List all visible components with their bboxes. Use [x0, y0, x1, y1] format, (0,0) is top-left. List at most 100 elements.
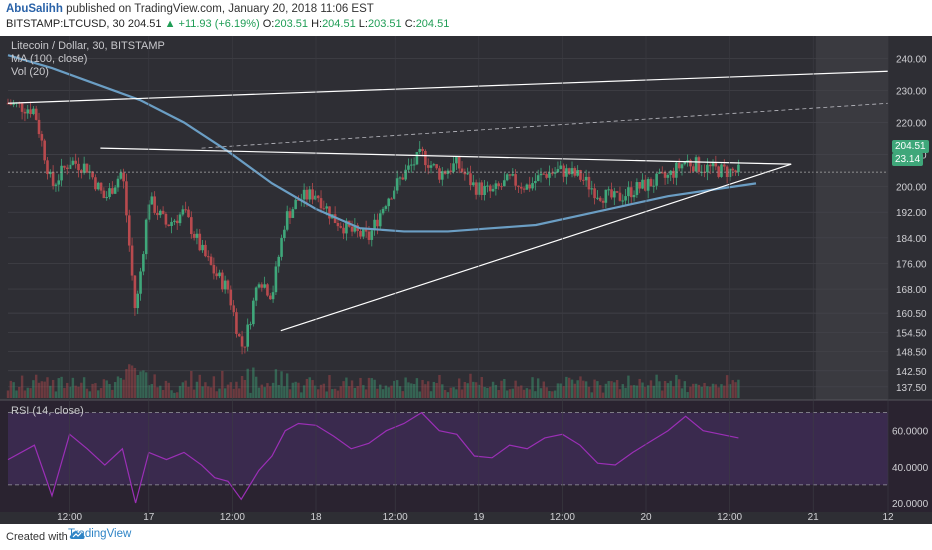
tradingview-brand[interactable]: TradingView	[68, 528, 131, 540]
candle-body	[545, 174, 548, 178]
candle-body	[51, 171, 55, 186]
candle-body	[268, 295, 272, 300]
candle-body	[113, 187, 117, 194]
volume-bar	[291, 382, 295, 398]
candle-body	[503, 180, 506, 187]
price-tick-label: 240.00	[896, 54, 927, 65]
volume-bar	[122, 379, 125, 398]
volume-bar	[49, 385, 52, 398]
volume-bar	[6, 390, 10, 398]
volume-bar	[156, 387, 159, 398]
candle-body	[105, 197, 109, 199]
publish-header: AbuSalihh published on TradingView.com, …	[0, 0, 932, 36]
volume-bar	[82, 377, 86, 398]
change-value: ▲ +11.93 (+6.19%)	[164, 18, 260, 30]
candle-body	[237, 333, 241, 337]
volume-bar	[238, 388, 241, 398]
candle-body	[438, 168, 441, 180]
candle-body	[235, 312, 238, 334]
candle-body	[629, 187, 633, 198]
candle-body	[26, 109, 30, 114]
price-tick-label: 154.50	[896, 328, 927, 339]
candle-body	[601, 200, 605, 203]
volume-bar	[542, 381, 546, 398]
volume-bar	[443, 390, 447, 398]
volume-bar	[190, 371, 193, 398]
volume-bar	[460, 389, 464, 398]
candle-body	[243, 346, 247, 348]
volume-bar	[23, 390, 27, 398]
price-tick-label: 230.00	[896, 86, 927, 97]
price-tick-label: 160.50	[896, 309, 927, 320]
volume-bar	[579, 376, 582, 398]
candle-body	[424, 150, 427, 166]
candle-body	[593, 188, 596, 199]
volume-bar	[677, 379, 681, 398]
candle-body	[646, 179, 650, 191]
candle-body	[689, 160, 692, 167]
volume-bar	[356, 385, 359, 398]
volume-bar	[142, 370, 145, 398]
candle-body	[517, 185, 520, 187]
volume-bar	[294, 381, 297, 398]
volume-bar	[187, 386, 190, 398]
legend-ma: MA (100, close)	[11, 53, 88, 65]
price-chart-svg[interactable]: 240.00230.00220.00210.00200.00192.00184.…	[0, 36, 932, 524]
candle-body	[607, 189, 610, 191]
volume-bar	[29, 388, 32, 398]
volume-bar	[641, 382, 644, 398]
volume-bar	[212, 376, 216, 398]
candle-body	[175, 220, 179, 224]
candle-body	[32, 108, 35, 115]
candle-body	[167, 224, 171, 227]
volume-bar	[373, 379, 376, 398]
rsi-tick-label: 20.0000	[892, 499, 929, 510]
volume-bar	[209, 387, 213, 398]
candle-body	[409, 164, 413, 166]
candle-body	[655, 173, 658, 186]
volume-bar	[144, 372, 148, 398]
volume-bar	[348, 386, 351, 398]
candle-body	[522, 188, 526, 190]
price-tick-label: 148.50	[896, 348, 927, 359]
price-tick-label: 137.50	[896, 383, 927, 394]
candle-body	[460, 168, 464, 172]
volume-bar	[497, 390, 500, 398]
volume-bar	[198, 374, 201, 398]
volume-bar	[232, 388, 235, 398]
volume-bar	[94, 383, 97, 398]
volume-bar	[173, 392, 176, 398]
volume-bar	[599, 385, 602, 398]
volume-bar	[661, 390, 664, 398]
volume-bar	[582, 380, 585, 398]
candle-body	[596, 197, 599, 199]
volume-bar	[35, 374, 38, 398]
volume-bar	[393, 380, 396, 398]
volume-bar	[401, 391, 405, 398]
candle-body	[229, 289, 233, 306]
candle-body	[519, 186, 523, 189]
candle-body	[378, 213, 382, 227]
volume-bar	[576, 380, 579, 398]
candle-body	[505, 174, 509, 181]
chart-area[interactable]: 240.00230.00220.00210.00200.00192.00184.…	[0, 36, 932, 524]
author-name[interactable]: AbuSalihh	[6, 3, 63, 15]
candle-body	[308, 189, 312, 200]
volume-bar	[254, 376, 258, 398]
candle-body	[573, 168, 577, 176]
candle-body	[627, 187, 630, 197]
candle-body	[215, 273, 218, 277]
volume-bar	[658, 381, 661, 398]
volume-bar	[610, 381, 613, 398]
volume-bar	[204, 382, 207, 398]
volume-bar	[474, 382, 478, 398]
volume-bar	[221, 370, 224, 398]
volume-bar	[201, 386, 204, 398]
candle-body	[666, 174, 670, 178]
candle-body	[472, 182, 475, 186]
candle-body	[328, 206, 331, 219]
volume-bar	[689, 386, 692, 398]
candle-body	[559, 165, 563, 170]
candle-body	[440, 171, 444, 180]
volume-bar	[534, 391, 537, 398]
